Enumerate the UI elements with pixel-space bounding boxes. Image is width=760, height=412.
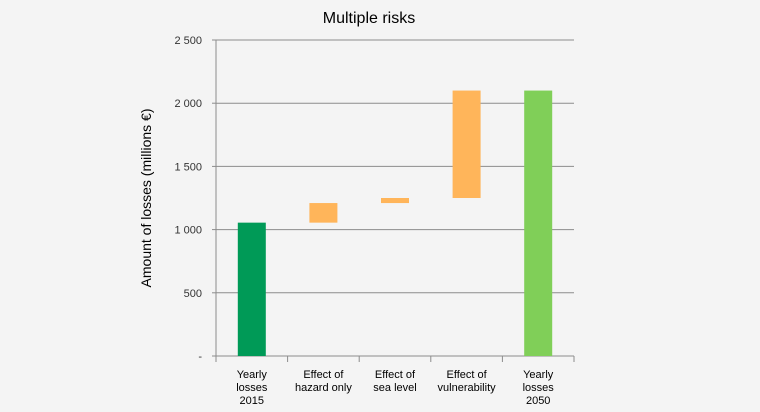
x-category-label: 2015	[240, 395, 264, 407]
x-category-label: Effect of	[303, 369, 344, 381]
x-category-label: losses	[523, 382, 555, 394]
bar	[452, 90, 481, 198]
x-category-label: Yearly	[523, 369, 554, 381]
bar	[524, 90, 553, 356]
y-tick-label: 500	[184, 288, 202, 300]
x-category-label: Yearly	[237, 369, 268, 381]
x-category-label: Effect of	[375, 369, 416, 381]
axes: 2 500 2 000 1 500 1 000 500 -	[174, 35, 575, 363]
bar	[309, 203, 338, 223]
y-axis-label: Amount of losses (millions €)	[138, 109, 154, 288]
y-tick-label: 1 500	[174, 161, 202, 173]
x-category-label: 2050	[526, 395, 550, 407]
y-tick-label: 2 000	[174, 98, 202, 110]
y-tick-label: 1 000	[174, 225, 202, 237]
chart-title: Multiple risks	[323, 10, 415, 27]
x-category-label: hazard only	[295, 382, 352, 394]
y-tick-label: 2 500	[174, 35, 202, 47]
x-category-label: sea level	[373, 382, 416, 394]
bar	[381, 198, 409, 204]
bars	[237, 90, 553, 356]
x-category-label: losses	[236, 382, 268, 394]
gridlines	[216, 39, 574, 294]
x-category-label: Effect of	[447, 369, 488, 381]
y-tick-label: -	[198, 351, 202, 363]
x-category-label: vulnerability	[438, 382, 497, 394]
bar	[237, 222, 266, 356]
